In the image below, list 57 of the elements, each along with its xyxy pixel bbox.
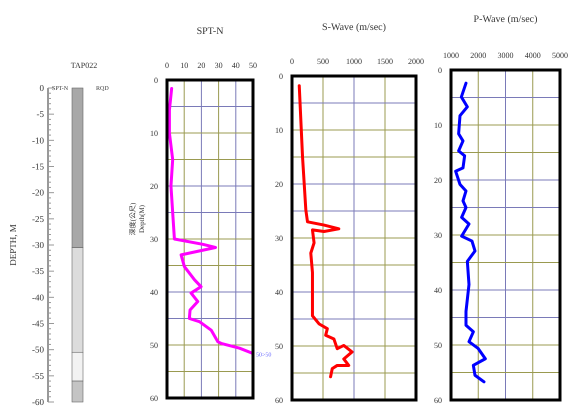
y-tick-label: -55 <box>32 370 44 381</box>
x-tick-label: 2000 <box>408 57 424 66</box>
y-tick-label: -45 <box>32 318 44 328</box>
y-tick-label: -60 <box>32 397 44 407</box>
y-tick-label: 40 <box>275 288 283 297</box>
y-tick-label: -40 <box>32 292 44 302</box>
chart-title: SPT-N <box>196 26 224 37</box>
y-tick-label: 10 <box>275 126 283 135</box>
x-tick-label: 0 <box>165 61 169 70</box>
y-tick-label: 30 <box>150 235 158 244</box>
y-tick-label: 0 <box>40 83 44 93</box>
line-series <box>168 86 254 355</box>
y-tick-label: 20 <box>434 176 442 185</box>
x-tick-label: 5000 <box>552 51 568 60</box>
x-tick-label: 30 <box>214 61 223 70</box>
y-tick-label: -5 <box>36 109 44 120</box>
line-series <box>454 82 487 384</box>
y-tick-label: 10 <box>150 129 158 138</box>
y-tick-label: 30 <box>434 231 442 240</box>
y-tick-label: 10 <box>434 121 442 130</box>
y-tick-label: 0 <box>279 72 283 81</box>
line-series <box>298 84 354 378</box>
y-tick-label: -35 <box>32 266 44 276</box>
y-tick-label: 40 <box>150 288 158 297</box>
y-tick-label: -30 <box>32 240 44 250</box>
y-tick-label: 40 <box>434 286 442 295</box>
y-tick-label: 50 <box>434 341 442 350</box>
x-tick-label: 10 <box>180 61 188 70</box>
x-tick-label: 4000 <box>524 51 541 60</box>
y-tick-label: 0 <box>154 76 158 85</box>
x-tick-label: 1500 <box>377 57 393 66</box>
x-tick-label: 20 <box>197 61 206 70</box>
y-tick-label: -10 <box>32 135 44 146</box>
y-tick-label: 60 <box>434 396 442 405</box>
x-tick-label: 2000 <box>470 51 486 60</box>
y-tick-label: 50 <box>150 341 158 350</box>
x-tick-label: 1000 <box>443 51 459 60</box>
y-axis-title: DEPTH, M <box>8 224 18 266</box>
x-tick-label: 40 <box>232 61 240 70</box>
x-tick-label: 1000 <box>346 57 362 66</box>
x-tick-label: 3000 <box>498 51 514 60</box>
y-tick-label: 50 <box>275 342 283 351</box>
chart-title: S-Wave (m/sec) <box>322 22 386 33</box>
y-tick-label: 20 <box>150 182 158 191</box>
y-tick-label: -25 <box>32 214 44 224</box>
y-tick-label: -20 <box>32 188 44 198</box>
y-tick-label: -15 <box>32 162 44 172</box>
y-tick-label: 20 <box>275 180 283 189</box>
y-tick-label: 60 <box>275 396 283 405</box>
chart-title: P-Wave (m/sec) <box>474 14 538 25</box>
y-tick-label: 60 <box>150 394 158 403</box>
x-tick-label: 50 <box>249 61 257 70</box>
y-tick-label: 30 <box>275 234 283 243</box>
x-tick-label: 500 <box>317 57 329 66</box>
y-tick-label: -50 <box>32 344 44 355</box>
chart-title: TAP022 <box>70 61 98 70</box>
x-tick-label: 0 <box>290 57 294 66</box>
